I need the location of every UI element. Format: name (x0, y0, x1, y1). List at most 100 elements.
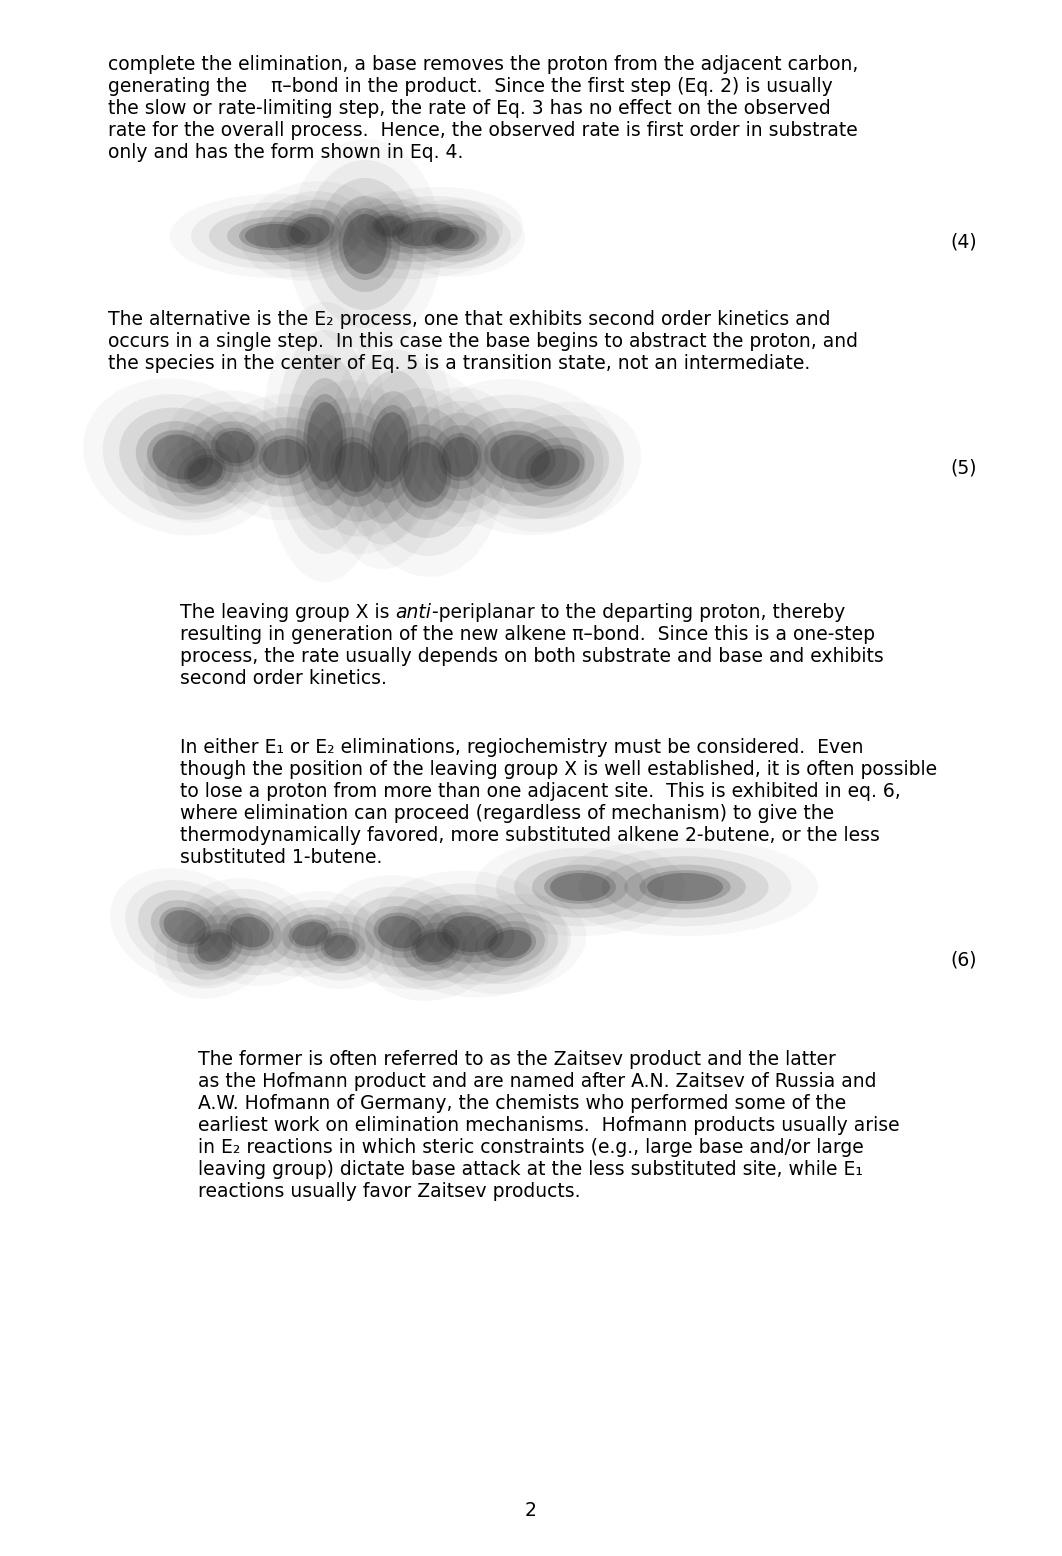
Ellipse shape (365, 906, 435, 958)
Ellipse shape (194, 929, 236, 965)
Ellipse shape (378, 916, 422, 948)
Ellipse shape (176, 915, 253, 980)
Text: earliest work on elimination mechanisms.  Hofmann products usually arise: earliest work on elimination mechanisms.… (198, 1116, 900, 1134)
Ellipse shape (125, 881, 245, 974)
Text: reactions usually favor Zaitsev products.: reactions usually favor Zaitsev products… (198, 1183, 581, 1201)
Ellipse shape (501, 426, 610, 507)
Ellipse shape (187, 457, 223, 487)
Ellipse shape (372, 412, 408, 482)
Ellipse shape (260, 899, 360, 968)
Ellipse shape (339, 209, 392, 280)
Ellipse shape (516, 437, 595, 496)
Ellipse shape (321, 932, 359, 962)
Ellipse shape (380, 904, 491, 990)
Ellipse shape (314, 927, 365, 966)
Text: in E₂ reactions in which steric constraints (e.g., large base and/or large: in E₂ reactions in which steric constrai… (198, 1137, 863, 1158)
Ellipse shape (550, 873, 610, 901)
Ellipse shape (366, 210, 414, 243)
Ellipse shape (209, 210, 341, 263)
Ellipse shape (267, 199, 354, 263)
Ellipse shape (347, 196, 503, 269)
Ellipse shape (436, 912, 503, 955)
Ellipse shape (363, 204, 486, 261)
Text: A.W. Hofmann of Germany, the chemists who performed some of the: A.W. Hofmann of Germany, the chemists wh… (198, 1094, 846, 1113)
Ellipse shape (147, 429, 213, 484)
Ellipse shape (411, 929, 459, 965)
Text: process, the rate usually depends on both substrate and base and exhibits: process, the rate usually depends on bot… (179, 647, 884, 666)
Ellipse shape (324, 935, 356, 958)
Text: generating the    π–bond in the product.  Since the first step (Eq. 2) is usuall: generating the π–bond in the product. Si… (108, 76, 833, 96)
Ellipse shape (295, 913, 384, 980)
Ellipse shape (639, 870, 731, 904)
Ellipse shape (187, 923, 243, 971)
Ellipse shape (167, 440, 243, 504)
Ellipse shape (352, 896, 448, 968)
Ellipse shape (411, 213, 499, 263)
Text: substituted 1-butene.: substituted 1-butene. (179, 848, 382, 867)
Text: anti: anti (395, 604, 431, 622)
Ellipse shape (138, 890, 233, 965)
Ellipse shape (275, 330, 375, 554)
Text: second order kinetics.: second order kinetics. (179, 669, 387, 688)
Text: In either E₁ or E₂ eliminations, regiochemistry must be considered.  Even: In either E₁ or E₂ eliminations, regioch… (179, 738, 863, 758)
Ellipse shape (245, 224, 305, 247)
Ellipse shape (179, 401, 291, 492)
Ellipse shape (647, 873, 723, 901)
Ellipse shape (203, 422, 267, 473)
Ellipse shape (372, 215, 408, 238)
Text: complete the elimination, a base removes the proton from the adjacent carbon,: complete the elimination, a base removes… (108, 54, 858, 75)
Ellipse shape (601, 856, 769, 918)
Ellipse shape (339, 349, 441, 545)
Ellipse shape (103, 394, 257, 520)
Ellipse shape (335, 442, 375, 492)
Ellipse shape (278, 209, 342, 254)
Ellipse shape (421, 412, 499, 501)
Ellipse shape (177, 448, 234, 495)
Ellipse shape (439, 433, 481, 481)
Ellipse shape (307, 401, 343, 482)
Ellipse shape (363, 387, 486, 555)
Ellipse shape (350, 370, 430, 524)
Ellipse shape (226, 913, 274, 951)
Text: occurs in a single step.  In this case the base begins to abstract the proton, a: occurs in a single step. In this case th… (108, 331, 858, 352)
Ellipse shape (486, 415, 623, 520)
Ellipse shape (219, 907, 281, 957)
Ellipse shape (305, 921, 375, 974)
Text: (6): (6) (950, 951, 976, 969)
Ellipse shape (402, 442, 447, 503)
Ellipse shape (431, 224, 479, 251)
Ellipse shape (184, 454, 226, 490)
Ellipse shape (330, 437, 379, 496)
Ellipse shape (398, 436, 451, 507)
Ellipse shape (304, 160, 427, 328)
Ellipse shape (286, 355, 364, 531)
Ellipse shape (167, 906, 263, 988)
Ellipse shape (369, 405, 412, 489)
Text: (5): (5) (950, 459, 976, 478)
Ellipse shape (410, 401, 511, 513)
Ellipse shape (579, 848, 791, 926)
Ellipse shape (216, 431, 255, 464)
Text: The former is often referred to as the Zaitsev product and the latter: The former is often referred to as the Z… (198, 1050, 836, 1069)
Ellipse shape (404, 923, 466, 971)
Ellipse shape (207, 898, 293, 966)
Ellipse shape (164, 910, 206, 944)
Ellipse shape (489, 929, 532, 958)
Ellipse shape (496, 848, 664, 926)
Ellipse shape (298, 397, 411, 537)
Ellipse shape (211, 428, 259, 467)
Ellipse shape (250, 428, 320, 485)
Ellipse shape (455, 408, 585, 506)
Ellipse shape (159, 907, 210, 948)
Text: as the Hofmann product and are named after A.N. Zaitsev of Russia and: as the Hofmann product and are named aft… (198, 1072, 876, 1091)
Ellipse shape (281, 915, 339, 954)
Ellipse shape (475, 921, 545, 966)
Ellipse shape (526, 445, 584, 489)
Ellipse shape (425, 906, 515, 963)
Ellipse shape (390, 425, 460, 520)
Ellipse shape (473, 422, 568, 493)
Ellipse shape (330, 196, 400, 293)
Ellipse shape (263, 439, 307, 475)
Ellipse shape (530, 448, 580, 485)
Ellipse shape (375, 216, 405, 237)
